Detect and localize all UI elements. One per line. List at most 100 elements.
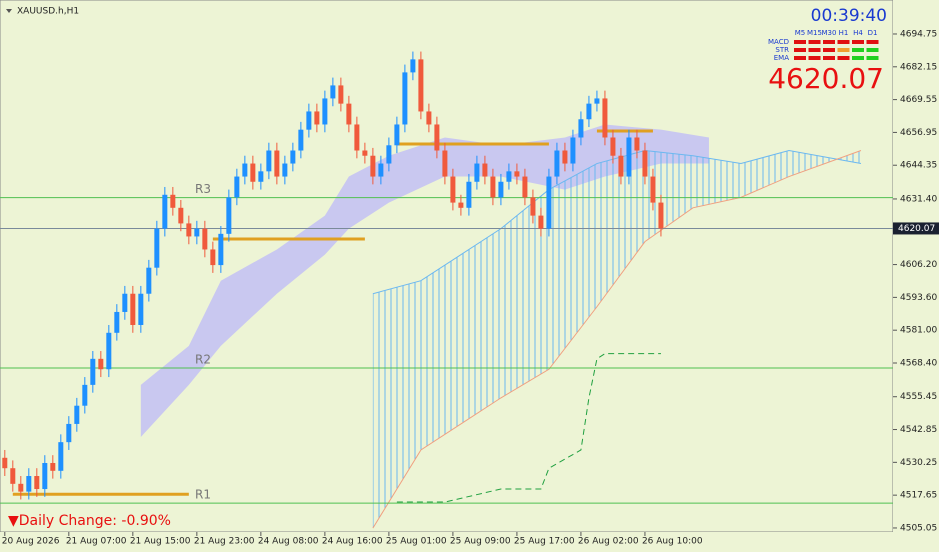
matrix-cell [837, 56, 850, 60]
candle-body [242, 163, 248, 177]
level-label: R1 [195, 488, 211, 502]
candle-body [578, 119, 584, 138]
candle-body [562, 150, 568, 164]
candle-body [10, 468, 16, 484]
y-tick-label: 4581.00 [900, 326, 937, 336]
candle-body [66, 423, 72, 443]
candle-body [338, 85, 344, 104]
matrix-cell [852, 56, 864, 60]
candle-body [586, 103, 592, 120]
candle-body [418, 59, 424, 112]
candle-body [354, 124, 360, 151]
candle-body [330, 85, 336, 99]
candle-body [426, 111, 432, 125]
matrix-cell [866, 40, 879, 44]
candle-body [458, 202, 464, 208]
candle-body [26, 476, 32, 492]
matrix-cell [823, 48, 835, 52]
candle-body [90, 358, 96, 385]
cloud-span-a [372, 149, 862, 295]
candle-body [378, 163, 384, 177]
matrix-column: M30 [822, 29, 837, 37]
y-tick-label: 4530.25 [900, 458, 937, 468]
matrix-cell [808, 40, 821, 44]
candle-body [234, 176, 240, 198]
x-tick-label: 25 Aug 17:00 [514, 537, 575, 547]
x-tick-label: 26 Aug 10:00 [642, 537, 703, 547]
candle-body [506, 171, 512, 182]
candle-body [650, 176, 656, 203]
candle-body [514, 171, 520, 177]
candle-body [546, 176, 552, 229]
candle-body [618, 155, 624, 177]
candle-body [530, 197, 536, 216]
candle-body [274, 150, 280, 177]
y-tick-label: 4505.05 [900, 523, 937, 533]
x-tick-label: 25 Aug 01:00 [386, 537, 447, 547]
cloud-span-b [372, 150, 862, 529]
matrix-column: M5 [795, 29, 806, 37]
candle-body [658, 202, 664, 229]
matrix-column: H4 [853, 29, 863, 37]
matrix-cell [794, 48, 806, 52]
x-tick-label: 21 Aug 07:00 [66, 537, 127, 547]
candle-body [82, 384, 88, 406]
matrix-cell [866, 56, 879, 60]
candle-body [290, 150, 296, 164]
y-tick-label: 4644.35 [900, 161, 937, 171]
candle-body [306, 111, 312, 130]
x-tick-label: 25 Aug 09:00 [450, 537, 511, 547]
candle-body [2, 457, 8, 469]
matrix-row: EMA [774, 54, 789, 62]
candle-body [42, 462, 48, 490]
candle-body [298, 129, 304, 151]
matrix-cell [837, 48, 850, 52]
candle-body [162, 194, 168, 229]
candle-body [570, 137, 576, 164]
candle-body [138, 293, 144, 325]
plot [0, 51, 893, 529]
candle-body [58, 442, 64, 471]
matrix-cell [823, 40, 835, 44]
candle-body [170, 194, 176, 208]
candle-body [106, 332, 112, 370]
matrix-cell [794, 40, 806, 44]
candle-body [146, 267, 152, 294]
candle-body [498, 181, 504, 198]
candle-body [322, 98, 328, 125]
price-axis [893, 0, 939, 552]
matrix-column: M15 [807, 29, 822, 37]
candle-body [218, 233, 224, 266]
candle-body [130, 293, 136, 325]
candle-body [410, 59, 416, 73]
y-tick-label: 4631.40 [900, 194, 937, 204]
candle-body [442, 150, 448, 177]
candle-body [626, 137, 632, 177]
candle-body [18, 483, 24, 492]
matrix-cell [808, 48, 821, 52]
candle-body [490, 176, 496, 198]
candle-body [186, 223, 192, 237]
matrix-cell [852, 48, 864, 52]
candle-body [362, 150, 368, 156]
x-tick-label: 26 Aug 02:00 [578, 537, 639, 547]
candle-body [450, 176, 456, 203]
candle-body [538, 215, 544, 229]
candle-body [370, 155, 376, 177]
candle-body [466, 181, 472, 208]
y-tick-label: 4555.45 [900, 392, 937, 402]
candle-body [114, 311, 120, 333]
y-tick-label: 4606.20 [900, 260, 937, 270]
matrix-cell [852, 40, 864, 44]
candle-body [522, 176, 528, 198]
candle-body [282, 163, 288, 177]
matrix-cell [837, 40, 850, 44]
candle-body [434, 124, 440, 151]
candle-body [266, 150, 272, 172]
cloud-area [372, 150, 861, 529]
candle-body [258, 171, 264, 182]
candle-body [634, 137, 640, 151]
candle-body [602, 98, 608, 138]
candle-body [210, 249, 216, 266]
